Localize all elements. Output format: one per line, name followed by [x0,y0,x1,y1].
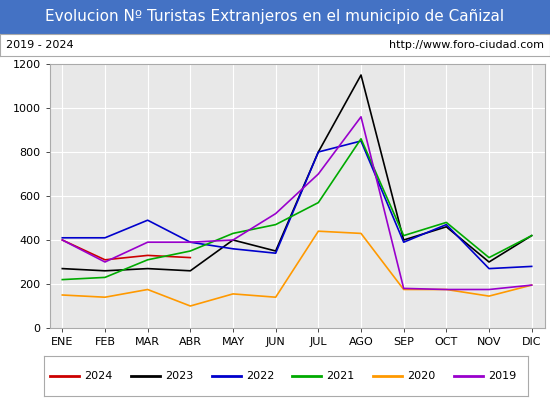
Text: 2024: 2024 [84,371,113,381]
Text: Evolucion Nº Turistas Extranjeros en el municipio de Cañizal: Evolucion Nº Turistas Extranjeros en el … [46,10,504,24]
Text: http://www.foro-ciudad.com: http://www.foro-ciudad.com [389,40,544,50]
Text: 2022: 2022 [246,371,274,381]
Text: 2019: 2019 [488,371,516,381]
Text: 2021: 2021 [326,371,355,381]
Text: 2023: 2023 [165,371,193,381]
Text: 2020: 2020 [407,371,435,381]
Text: 2019 - 2024: 2019 - 2024 [6,40,73,50]
